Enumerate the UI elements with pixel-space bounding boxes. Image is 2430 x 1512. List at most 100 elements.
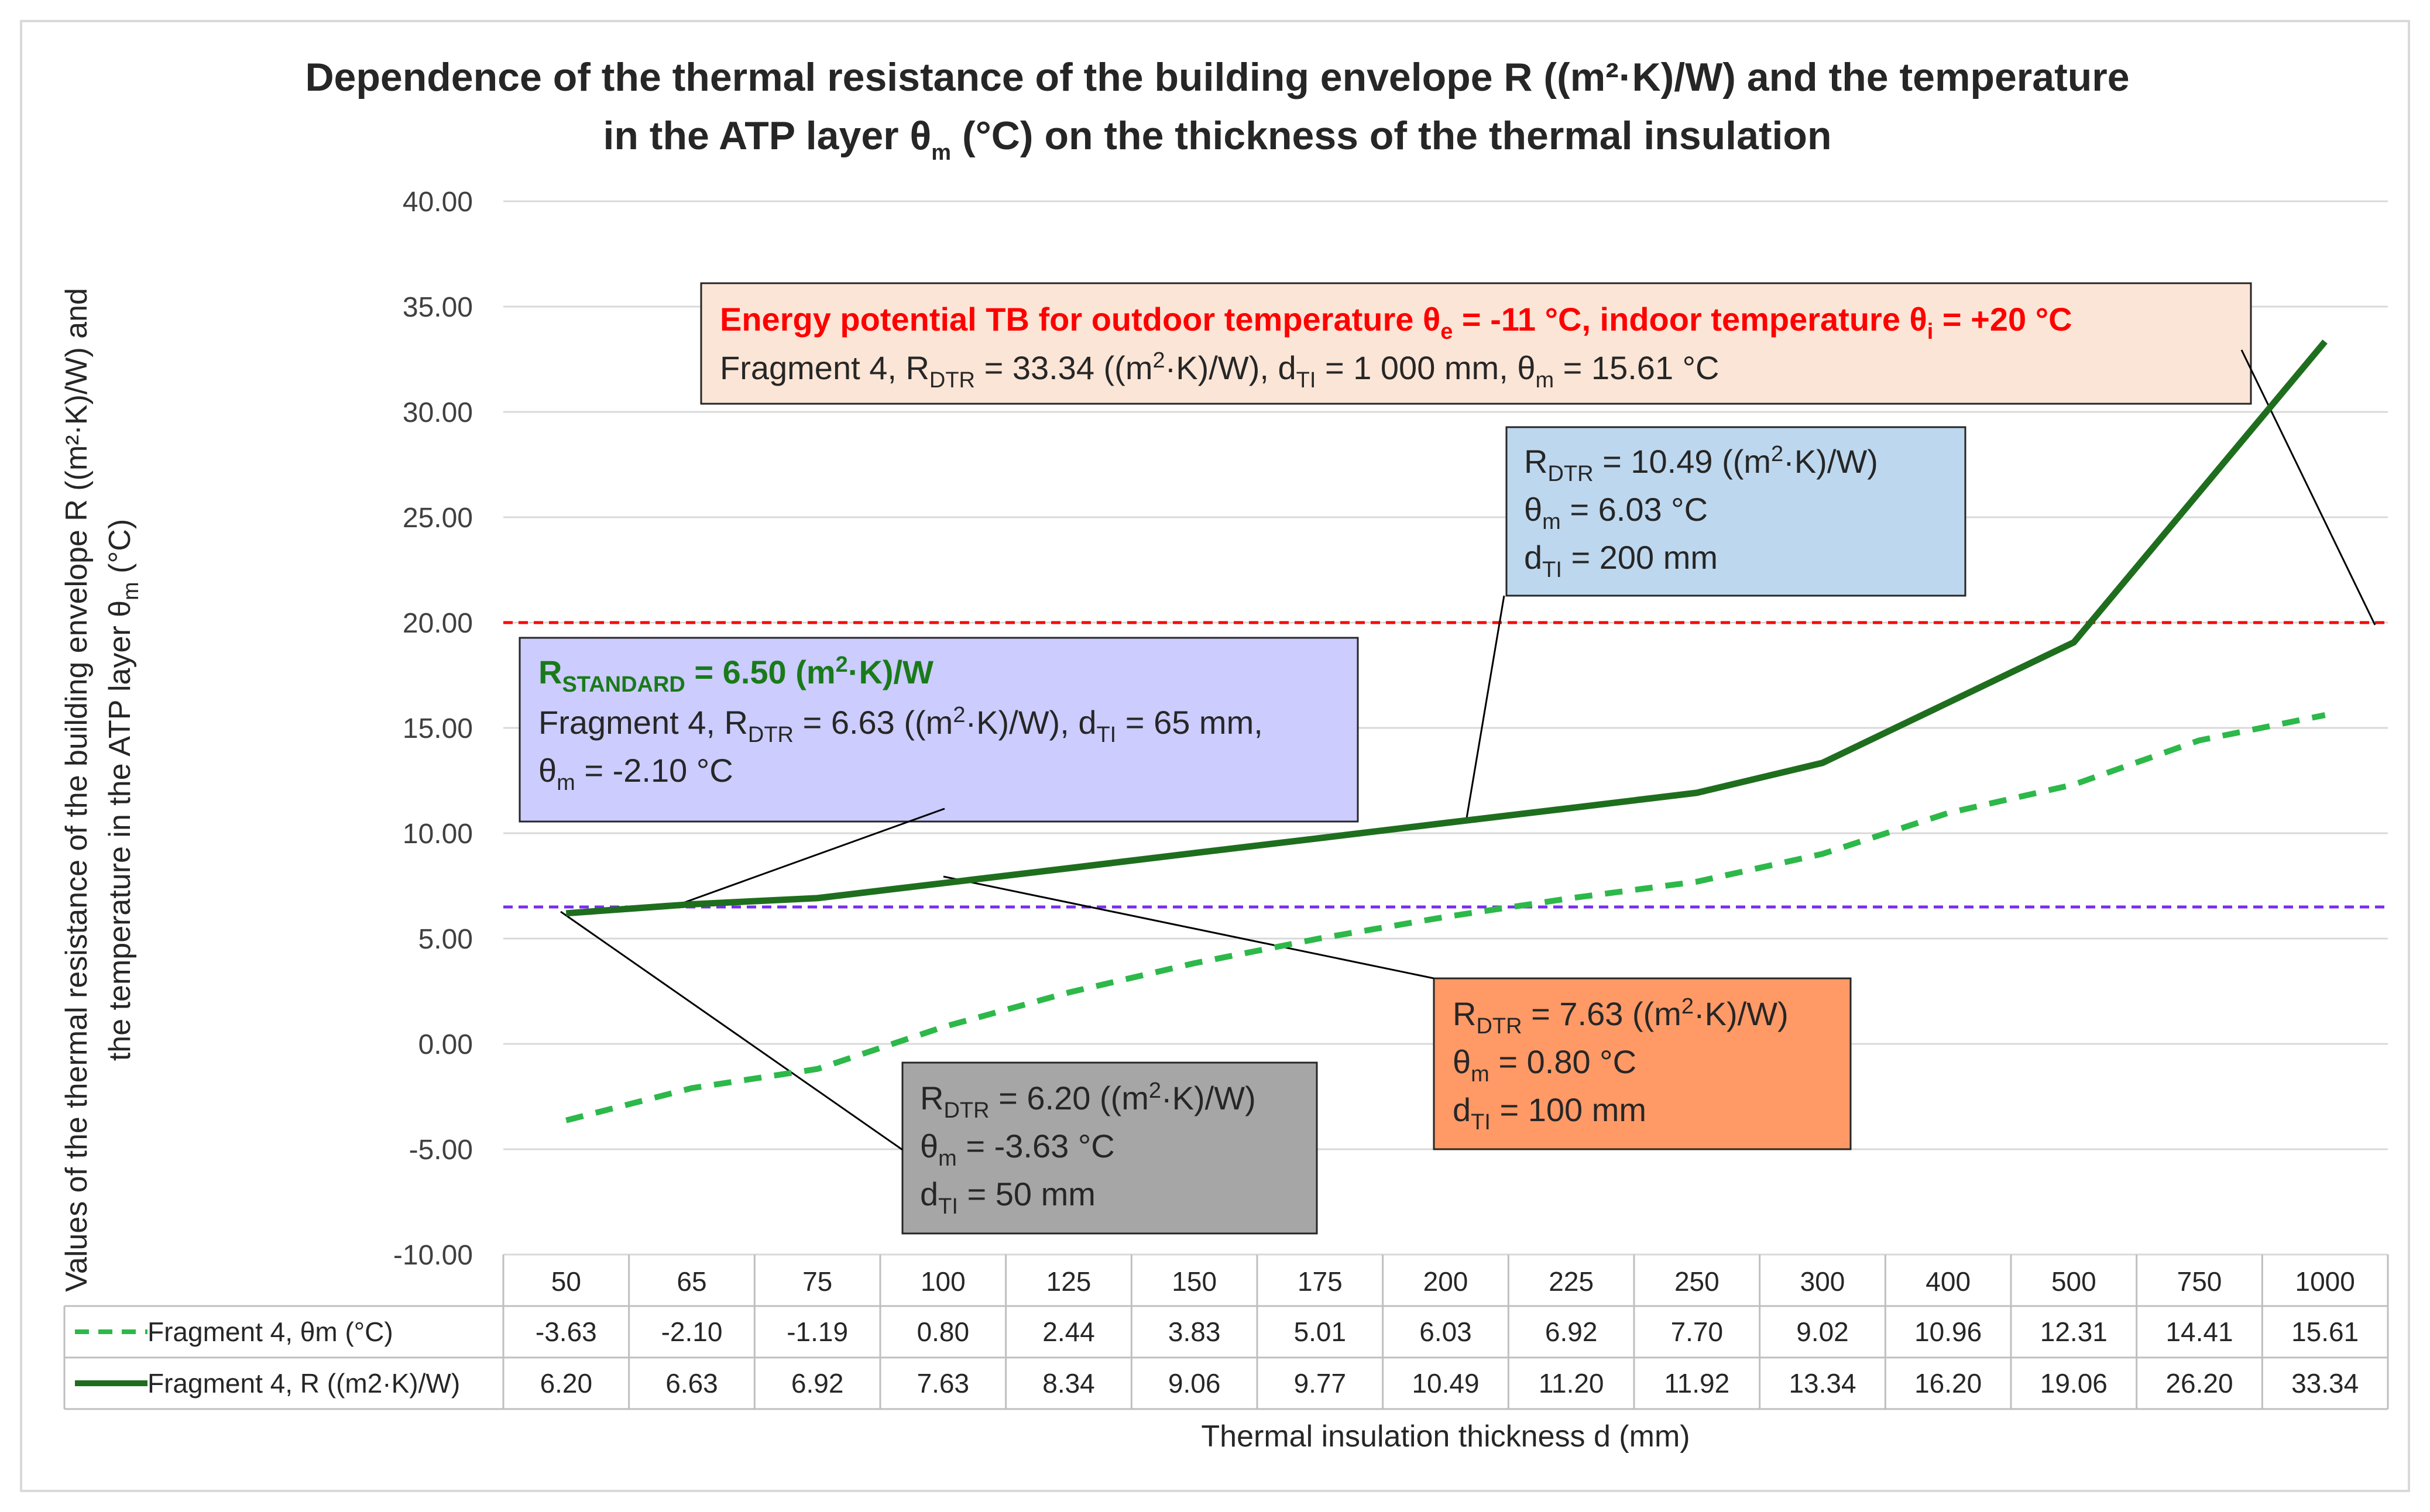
table-cell: 10.96 xyxy=(1914,1317,1982,1347)
table-cell: 8.34 xyxy=(1042,1368,1095,1398)
energy-annotation-line1: Energy potential TB for outdoor temperat… xyxy=(720,301,2072,344)
table-cell: 7.70 xyxy=(1671,1317,1724,1347)
y-tick-label: 10.00 xyxy=(403,819,473,850)
table-cell: 6.92 xyxy=(791,1368,844,1398)
callout-lines xyxy=(560,349,2376,1151)
rdtr-200-annotation-line3: dTI = 200 mm xyxy=(1524,539,1718,582)
table-cell: 2.44 xyxy=(1042,1317,1095,1347)
chart-title-line2: in the ATP layer θm (°C) on the thicknes… xyxy=(603,114,1831,165)
y-tick-label: 40.00 xyxy=(403,187,473,218)
x-tick-label: 1000 xyxy=(2295,1266,2355,1297)
table-cell: 6.92 xyxy=(1545,1317,1598,1347)
legend-label: Fragment 4, θm (°C) xyxy=(147,1317,393,1347)
y-tick-label: 25.00 xyxy=(403,503,473,534)
table-cell: 15.61 xyxy=(2291,1317,2359,1347)
rdtr-100-annotation-line1: RDTR = 7.63 ((m2·K)/W) xyxy=(1453,994,1789,1039)
table-cell: -2.10 xyxy=(661,1317,723,1347)
y-axis-title-line2: the temperature in the ATP layer θm (°C) xyxy=(103,519,143,1061)
x-tick-label: 200 xyxy=(1423,1266,1468,1297)
standard-annotation-line3: θm = -2.10 °C xyxy=(538,752,733,795)
x-tick-label: 175 xyxy=(1298,1266,1343,1297)
rdtr-200-annotation-line2: θm = 6.03 °C xyxy=(1524,491,1708,534)
rdtr-200-annotation-box xyxy=(1505,426,1966,597)
table-cell: 19.06 xyxy=(2040,1368,2108,1398)
table-cell: 11.92 xyxy=(1664,1368,1729,1398)
table-cell: 16.20 xyxy=(1914,1368,1982,1398)
table-cell: 5.01 xyxy=(1294,1317,1347,1347)
table-cell: 13.34 xyxy=(1789,1368,1856,1398)
rdtr-50-annotation-line1: RDTR = 6.20 ((m2·K)/W) xyxy=(920,1078,1256,1123)
x-tick-label: 250 xyxy=(1674,1266,1719,1297)
callout-rdtr200-line xyxy=(1465,595,1505,822)
rdtr-200-annotation: RDTR = 10.49 ((m2·K)/W) θm = 6.03 °C dTI… xyxy=(1505,426,1966,597)
data-table: 50 65 75 100 125 150 175 200 225 250 300 400 500 750 1… xyxy=(63,1255,2389,1410)
x-tick-label: 400 xyxy=(1926,1266,1971,1297)
rdtr-100-annotation: RDTR = 7.63 ((m2·K)/W) θm = 0.80 °C dTI … xyxy=(1433,977,1852,1150)
callout-rdtr50-line xyxy=(560,910,903,1151)
rdtr-100-annotation-line2: θm = 0.80 °C xyxy=(1453,1043,1636,1087)
x-tick-label: 500 xyxy=(2051,1266,2096,1297)
reference-lines xyxy=(503,621,2388,909)
table-cell: 10.49 xyxy=(1412,1368,1479,1398)
rdtr-50-annotation: RDTR = 6.20 ((m2·K)/W) θm = -3.63 °C dTI… xyxy=(901,1061,1318,1235)
series-line-theta-m xyxy=(565,712,2326,1123)
table-cell: 9.77 xyxy=(1294,1368,1347,1398)
y-tick-label: -5.00 xyxy=(409,1135,473,1166)
callout-rdtr100-line xyxy=(943,875,1434,980)
rdtr-200-annotation-line1: RDTR = 10.49 ((m2·K)/W) xyxy=(1524,442,1878,486)
rdtr-50-annotation-line2: θm = -3.63 °C xyxy=(920,1128,1115,1171)
rdtr-50-annotation-box xyxy=(901,1061,1318,1235)
x-tick-label: 125 xyxy=(1046,1266,1092,1297)
y-tick-label: 30.00 xyxy=(403,397,473,428)
y-tick-label: -10.00 xyxy=(393,1240,473,1271)
x-tick-label: 100 xyxy=(921,1266,966,1297)
y-axis-title-line1: Values of the thermal resistance of the … xyxy=(60,288,94,1292)
y-tick-label: 20.00 xyxy=(403,608,473,639)
table-cell: 9.02 xyxy=(1796,1317,1849,1347)
standard-annotation: RSTANDARD = 6.50 (m2·K)/W Fragment 4, RD… xyxy=(519,637,1359,823)
standard-annotation-line2: Fragment 4, RDTR = 6.63 ((m2·K)/W), dTI … xyxy=(538,703,1263,747)
x-tick-label: 750 xyxy=(2177,1266,2222,1297)
rdtr-100-annotation-box xyxy=(1433,977,1852,1150)
callout-energy-line xyxy=(2240,349,2376,626)
y-tick-label: 0.00 xyxy=(418,1029,473,1060)
x-tick-label: 65 xyxy=(677,1266,706,1297)
table-cell: 3.83 xyxy=(1168,1317,1221,1347)
x-axis-title: Thermal insulation thickness d (mm) xyxy=(1201,1420,1690,1453)
y-tick-label: 35.00 xyxy=(403,292,473,323)
table-cell: -1.19 xyxy=(787,1317,848,1347)
y-axis-ticks: -10.00 -5.00 0.00 5.00 10.00 15.00 20.00 25.00 3… xyxy=(393,187,473,1271)
table-cell: 7.63 xyxy=(917,1368,970,1398)
series-lines xyxy=(565,339,2328,1123)
x-tick-label: 225 xyxy=(1549,1266,1594,1297)
x-tick-label: 300 xyxy=(1800,1266,1845,1297)
table-cell: 26.20 xyxy=(2165,1368,2233,1398)
table-cell: 11.20 xyxy=(1539,1368,1604,1398)
standard-annotation-line1: RSTANDARD = 6.50 (m2·K)/W xyxy=(538,652,933,697)
energy-annotation-box xyxy=(700,282,2252,405)
standard-annotation-box xyxy=(519,637,1359,823)
table-cell: 12.31 xyxy=(2040,1317,2108,1347)
y-tick-label: 15.00 xyxy=(403,713,473,744)
callout-standard-line xyxy=(684,807,945,903)
rdtr-50-annotation-line3: dTI = 50 mm xyxy=(920,1176,1096,1219)
table-cell: 14.41 xyxy=(2165,1317,2233,1347)
table-cell: 33.34 xyxy=(2291,1368,2359,1398)
x-tick-label: 50 xyxy=(551,1266,581,1297)
legend-label: Fragment 4, R ((m2·K)/W) xyxy=(147,1368,460,1398)
x-tick-label: 150 xyxy=(1172,1266,1217,1297)
table-cell: -3.63 xyxy=(536,1317,597,1347)
chart-title-line1: Dependence of the thermal resistance of … xyxy=(305,55,2129,99)
y-tick-label: 5.00 xyxy=(418,924,473,955)
table-cell: 6.20 xyxy=(540,1368,593,1398)
energy-annotation-line2: Fragment 4, RDTR = 33.34 ((m2·K)/W), dTI… xyxy=(720,348,1719,393)
table-cell: 0.80 xyxy=(917,1317,970,1347)
rdtr-100-annotation-line3: dTI = 100 mm xyxy=(1453,1091,1646,1135)
table-cell: 6.63 xyxy=(665,1368,718,1398)
table-cell: 6.03 xyxy=(1419,1317,1472,1347)
energy-annotation: Energy potential TB for outdoor temperat… xyxy=(700,282,2252,405)
x-tick-label: 75 xyxy=(802,1266,832,1297)
table-cell: 9.06 xyxy=(1168,1368,1221,1398)
